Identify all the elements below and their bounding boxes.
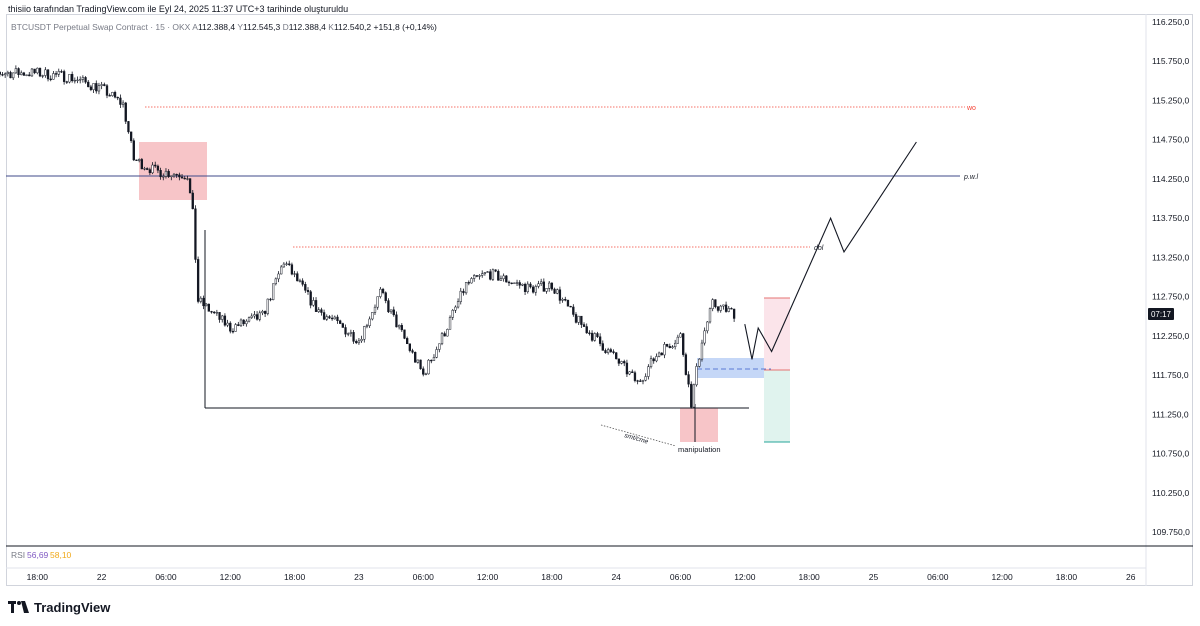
tradingview-brand[interactable]: TradingView xyxy=(8,598,110,616)
open-label: A xyxy=(192,22,198,32)
tradingview-logo-icon xyxy=(8,601,29,613)
symbol-name[interactable]: BTCUSDT Perpetual Swap Contract · 15 · O… xyxy=(11,22,191,32)
high-label: Y xyxy=(237,22,244,32)
chart-credit: thisiio tarafından TradingView.com ile E… xyxy=(8,4,349,14)
change-value: +151,8 (+0,14%) xyxy=(373,22,437,32)
high-value: 112.545,3 xyxy=(243,22,281,32)
chart-frame[interactable] xyxy=(6,14,1193,586)
close-value: 112.540,2 xyxy=(333,22,372,32)
low-value: 112.388,4 xyxy=(288,22,326,32)
candle-body xyxy=(0,71,1,75)
candle[interactable] xyxy=(1,71,4,77)
brand-name: TradingView xyxy=(34,599,111,615)
close-label: K xyxy=(328,22,334,32)
candle[interactable] xyxy=(0,70,1,77)
low-label: D xyxy=(282,22,289,32)
open-value: 112.388,4 xyxy=(197,22,236,32)
candle-body xyxy=(1,74,4,76)
symbol-legend: BTCUSDT Perpetual Swap Contract · 15 · O… xyxy=(11,22,437,32)
